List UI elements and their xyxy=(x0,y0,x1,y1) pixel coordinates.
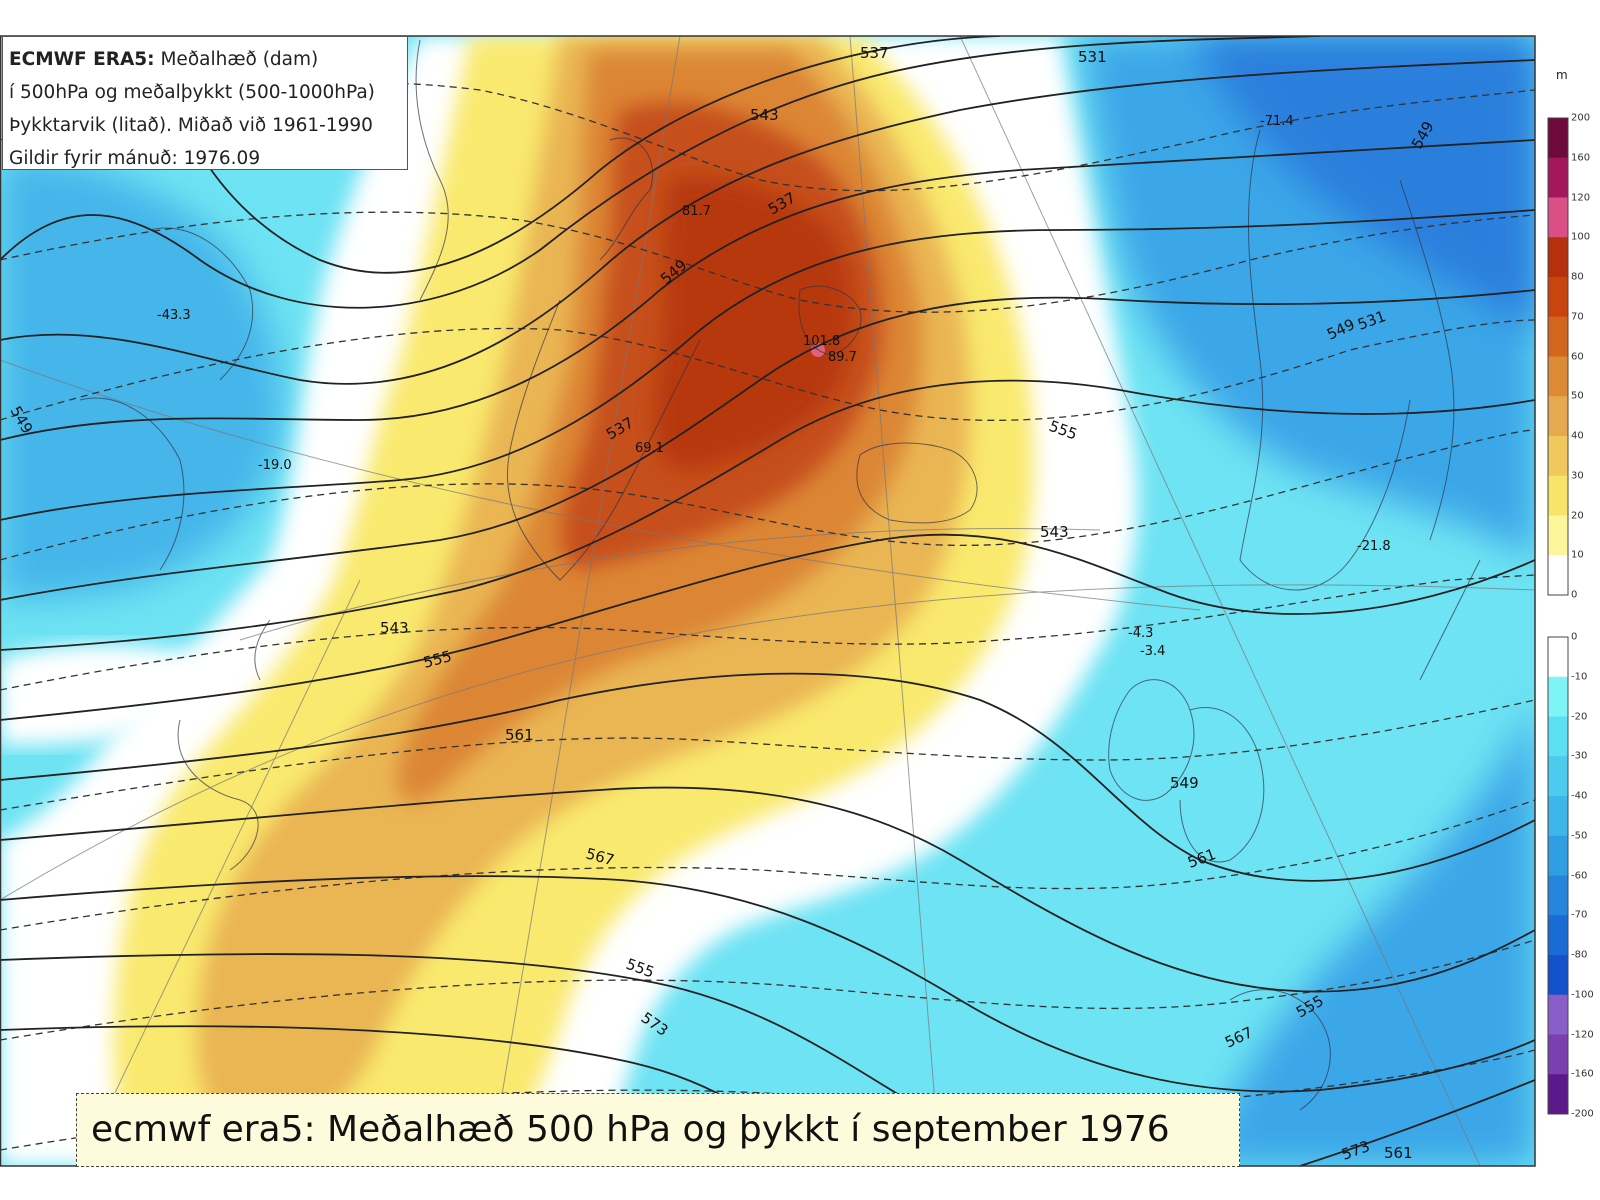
anomaly-zero-band-left xyxy=(0,645,220,745)
contour-label: 561 xyxy=(505,726,534,744)
colorbar-tick-label: 80 xyxy=(1571,271,1584,283)
colorbar-swatch xyxy=(1548,756,1568,797)
colorbar-swatch xyxy=(1548,475,1568,516)
colorbar-tick-label: 200 xyxy=(1571,112,1591,124)
info-title: ECMWF ERA5: xyxy=(9,49,155,70)
colorbar-swatch xyxy=(1548,436,1568,477)
info-line-3: Þykktarvik (litað). Miðað við 1961-1990 xyxy=(9,115,373,136)
colorbar-swatch xyxy=(1548,915,1568,956)
contour-label: 531 xyxy=(1078,48,1107,66)
colorbar-swatch xyxy=(1548,515,1568,556)
colorbar-negative xyxy=(1547,636,1569,1115)
colorbar-swatch xyxy=(1548,197,1568,238)
contour-label: 543 xyxy=(750,106,779,124)
colorbar-positive xyxy=(1547,117,1569,596)
colorbar-swatch xyxy=(1548,396,1568,437)
colorbar-outline xyxy=(1547,636,1569,1115)
colorbar-swatch xyxy=(1548,157,1568,198)
legend-info-box: ECMWF ERA5: Meðalhæð (dam) í 500hPa og m… xyxy=(2,36,408,170)
value-label: -4.3 xyxy=(1128,626,1153,641)
colorbar-tick-label: 40 xyxy=(1571,430,1584,442)
colorbar-swatch xyxy=(1548,1074,1568,1115)
colorbar-tick-label: -20 xyxy=(1571,711,1588,722)
colorbar-unit: m xyxy=(1556,68,1568,82)
value-label: 81.7 xyxy=(682,204,711,219)
colorbar-swatch xyxy=(1548,994,1568,1035)
height-contours xyxy=(0,36,1535,1166)
anomaly-negative-se xyxy=(1200,700,1535,1166)
colorbar-swatch xyxy=(1548,835,1568,876)
contour-label: 543 xyxy=(1040,523,1069,541)
colorbar-tick-label: -160 xyxy=(1571,1068,1594,1080)
contour-label: 543 xyxy=(380,619,409,637)
colorbar-tick-label: -120 xyxy=(1571,1029,1594,1040)
colorbar-tick-label: -70 xyxy=(1571,909,1588,921)
value-label: 89.7 xyxy=(828,350,857,365)
colorbar-swatch xyxy=(1548,237,1568,278)
colorbar-tick-label: 60 xyxy=(1571,351,1584,362)
value-label: -21.8 xyxy=(1357,539,1391,554)
colorbar-swatch xyxy=(1548,955,1568,996)
contour-label: 549 xyxy=(1170,774,1199,792)
colorbar-tick-label: -50 xyxy=(1571,830,1588,842)
colorbar-swatch xyxy=(1548,637,1568,678)
colorbar-swatch xyxy=(1548,356,1568,397)
caption-banner: ecmwf era5: Meðalhæð 500 hPa og þykkt í … xyxy=(76,1093,1240,1167)
colorbar-tick-label: 70 xyxy=(1571,311,1584,323)
colorbar-swatch xyxy=(1548,316,1568,357)
value-label: -71.4 xyxy=(1260,114,1294,129)
colorbar-swatch xyxy=(1548,555,1568,596)
value-label: -3.4 xyxy=(1140,644,1165,659)
colorbar-swatch xyxy=(1548,875,1568,916)
colorbar-swatch xyxy=(1548,796,1568,837)
info-line-4: Gildir fyrir mánuð: 1976.09 xyxy=(9,148,261,169)
colorbar-tick-label: -10 xyxy=(1571,671,1588,683)
colorbar-tick-label: 0 xyxy=(1571,631,1578,643)
colorbar-tick-label: 10 xyxy=(1571,549,1584,561)
colorbar-tick-label: -30 xyxy=(1571,750,1588,762)
anomaly-negative-deepest-ne xyxy=(1190,36,1535,330)
info-line-2: í 500hPa og meðalþykkt (500-1000hPa) xyxy=(9,82,375,103)
colorbar-tick-label: -100 xyxy=(1571,989,1594,1001)
contour-label: 537 xyxy=(860,44,889,62)
colorbar-tick-label: 0 xyxy=(1571,589,1578,601)
value-label: 101.8 xyxy=(803,334,840,349)
colorbar-tick-label: -60 xyxy=(1571,870,1588,881)
colorbar-tick-label: 120 xyxy=(1571,192,1591,203)
colorbar-tick-label: 20 xyxy=(1571,510,1584,521)
contour-label: 561 xyxy=(1384,1144,1413,1162)
value-label: -43.3 xyxy=(157,308,191,323)
colorbar-tick-label: -80 xyxy=(1571,949,1588,961)
colorbar-tick-label: 50 xyxy=(1571,390,1584,402)
colorbar-tick-label: -200 xyxy=(1571,1108,1594,1120)
coastlines xyxy=(79,39,1481,1111)
info-title-rest: Meðalhæð (dam) xyxy=(154,49,319,70)
colorbar-tick-label: 100 xyxy=(1571,231,1591,243)
value-label: -19.0 xyxy=(258,458,292,473)
value-label: 69.1 xyxy=(635,441,664,456)
colorbar-tick-label: 160 xyxy=(1571,152,1591,164)
graticule xyxy=(0,36,1535,1166)
colorbar-swatch xyxy=(1548,118,1568,159)
colorbar-swatch xyxy=(1548,1034,1568,1075)
anomaly-positive-80 xyxy=(654,177,853,470)
colorbar-tick-label: -40 xyxy=(1571,790,1588,802)
colorbar-swatch xyxy=(1548,716,1568,757)
colorbar-outline xyxy=(1547,117,1569,596)
colorbar-swatch xyxy=(1548,676,1568,717)
colorbar-tick-label: 30 xyxy=(1571,470,1584,482)
colorbar-swatch xyxy=(1548,277,1568,318)
